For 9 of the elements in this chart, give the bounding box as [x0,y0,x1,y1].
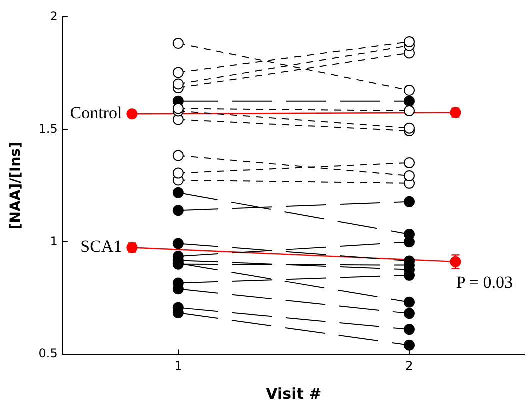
y-tick-label: 2 [50,9,58,24]
y-tick-label: 0.5 [38,346,58,361]
y-tick-label: 1 [50,234,58,248]
series-label: Control [70,104,122,123]
x-axis-title: Visit # [266,384,322,403]
annotation: P = 0.03 [456,273,513,292]
y-axis-title: [NAA]/[Ins] [8,142,24,230]
y-tick-label: 1.5 [38,122,58,136]
series-label: SCA1 [80,237,122,256]
